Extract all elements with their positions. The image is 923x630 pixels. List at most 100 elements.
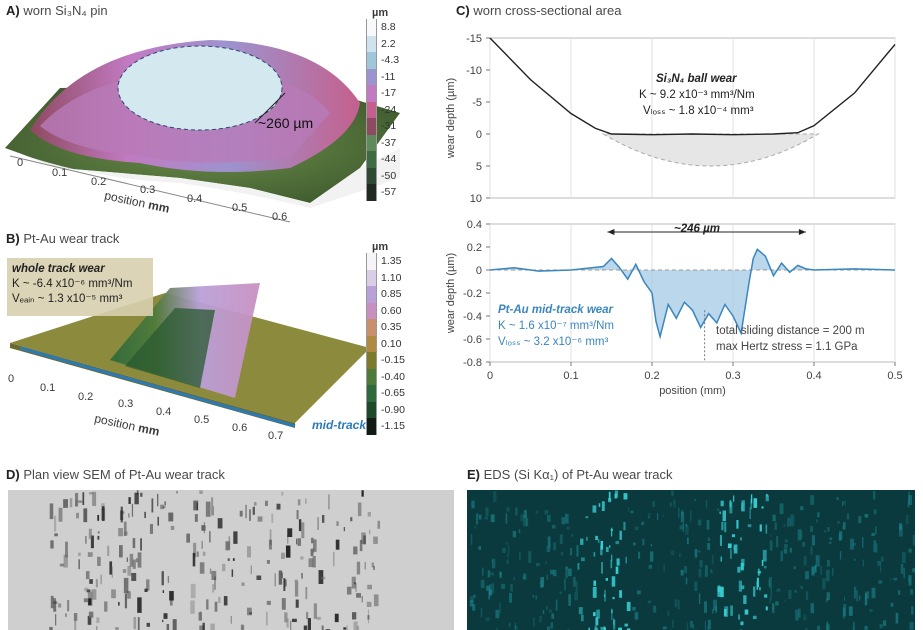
sem-speck	[169, 590, 174, 601]
eds-speck	[890, 602, 894, 607]
eds-speck	[912, 568, 915, 573]
sem-speck	[296, 538, 298, 545]
width-arrow-head-right	[798, 229, 806, 236]
eds-speck	[770, 533, 772, 538]
panel-c-title-text: worn cross-sectional area	[473, 3, 622, 18]
scale-step: -1.15	[366, 418, 405, 435]
sem-speck	[87, 552, 93, 557]
eds-speck	[837, 521, 840, 524]
scale-step: 0.10	[366, 335, 405, 352]
sem-speck	[140, 538, 143, 551]
eds-speck	[872, 490, 876, 500]
scale-step: -17	[366, 85, 399, 102]
eds-speck	[704, 601, 707, 613]
scale-label: -4.3	[381, 54, 400, 67]
eds-speck	[756, 581, 758, 590]
sem-speck	[88, 528, 92, 539]
eds-speck	[882, 620, 887, 626]
scale-step: -0.40	[366, 368, 405, 385]
eds-speck	[545, 561, 547, 564]
sem-speck	[264, 500, 268, 507]
sem-speck	[351, 612, 357, 620]
eds-speck	[670, 550, 675, 556]
sem-speck	[53, 598, 56, 612]
sem-speck	[281, 598, 286, 610]
panel-c-pt-v: Vₗₒₛₛ ~ 3.2 x10⁻⁶ mm³	[498, 336, 609, 348]
eds-speck	[575, 581, 578, 593]
eds-speck	[624, 623, 628, 627]
sem-speck	[124, 593, 128, 609]
scale-label: -1.15	[381, 420, 405, 433]
sem-speck	[313, 539, 317, 552]
eds-speck	[619, 530, 622, 540]
sem-speck	[126, 557, 128, 562]
eds-speck	[878, 580, 883, 584]
eds-speck	[800, 531, 803, 539]
sem-speck	[122, 569, 127, 573]
eds-speck	[671, 490, 674, 496]
eds-speck	[706, 520, 710, 530]
panel-a-tick-1: 0.1	[52, 167, 68, 179]
sem-speck	[335, 539, 340, 550]
eds-speck	[772, 602, 774, 610]
sem-speck	[199, 490, 203, 494]
panel-a-tick-0: 0	[17, 157, 24, 169]
eds-speck	[474, 526, 477, 529]
eds-speck	[692, 623, 695, 629]
bottom-y-tick-label: 0	[476, 265, 482, 277]
eds-speck	[741, 585, 745, 590]
eds-speck	[615, 540, 620, 545]
sem-speck	[192, 552, 196, 567]
sem-speck	[366, 601, 372, 608]
panel-c-condition-stress: max Hertz stress = 1.1 GPa	[716, 341, 858, 353]
sem-speck	[317, 517, 319, 530]
eds-speck	[544, 510, 549, 515]
eds-speck	[910, 589, 914, 595]
eds-speck	[506, 559, 509, 565]
eds-speck	[828, 541, 832, 544]
eds-speck	[704, 620, 706, 630]
eds-speck	[633, 542, 636, 546]
eds-speck	[490, 514, 495, 523]
eds-speck	[469, 600, 474, 607]
sem-speck	[161, 571, 164, 586]
eds-speck	[722, 510, 727, 522]
sem-speck	[316, 616, 321, 620]
eds-speck	[893, 577, 898, 581]
eds-speck	[842, 501, 844, 507]
sem-speck	[166, 624, 170, 630]
x-tick-label: 0	[487, 370, 493, 382]
sem-speck	[346, 586, 352, 595]
eds-speck	[677, 599, 680, 610]
eds-speck	[623, 493, 628, 500]
scale-step: -37	[366, 134, 399, 151]
eds-speck	[737, 566, 741, 573]
panel-b-3d-surface	[10, 283, 370, 428]
eds-speck	[711, 555, 714, 565]
eds-speck	[783, 523, 786, 527]
panel-b-tick-2: 0.2	[78, 391, 94, 403]
sem-speck	[131, 572, 137, 581]
eds-speck	[858, 595, 861, 601]
sem-speck	[356, 561, 361, 575]
eds-speck	[820, 565, 822, 575]
sem-speck	[230, 616, 233, 624]
eds-speck	[788, 589, 792, 600]
sem-speck	[212, 584, 215, 593]
eds-speck	[729, 501, 733, 514]
eds-speck	[795, 609, 799, 621]
eds-speck	[648, 564, 653, 569]
sem-speck	[305, 498, 307, 504]
eds-speck	[864, 596, 867, 606]
x-tick-label: 0.5	[887, 370, 902, 382]
sem-speck	[111, 589, 116, 599]
panel-b-tick-0: 0	[8, 373, 15, 385]
sem-speck	[169, 592, 173, 606]
eds-speck	[614, 490, 619, 498]
sem-speck	[281, 491, 284, 496]
eds-speck	[733, 495, 735, 502]
eds-speck	[827, 527, 830, 532]
sem-speck	[199, 611, 202, 621]
scale-swatch	[366, 418, 377, 435]
sem-speck	[276, 503, 281, 510]
